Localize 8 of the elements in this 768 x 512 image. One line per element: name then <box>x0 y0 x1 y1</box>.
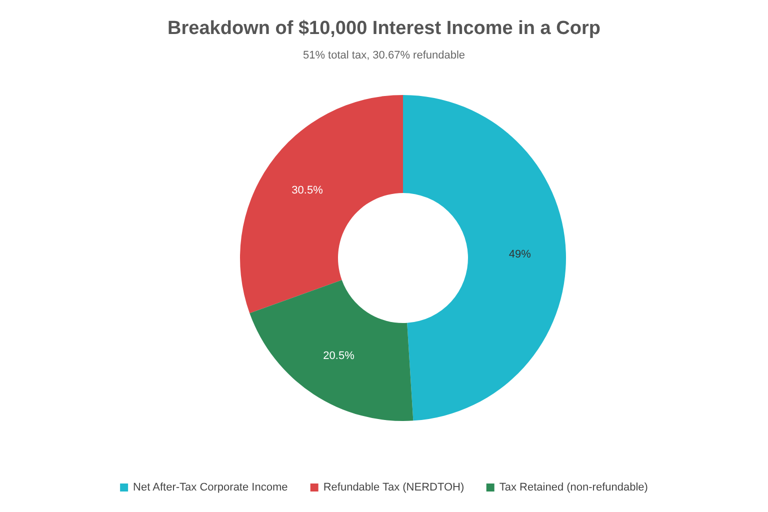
data-label: 49% <box>508 248 532 260</box>
data-label: 30.5% <box>292 184 324 197</box>
chart-title: Breakdown of $10,000 Interest Income in a Corp <box>168 18 600 39</box>
legend-label: Tax Retained (non-refundable) <box>499 482 648 494</box>
legend-label: Refundable Tax (NERDTOH) <box>323 482 464 494</box>
data-label: 20.5% <box>323 350 355 362</box>
chart-subtitle: 51% total tax, 30.67% refundable <box>302 50 466 62</box>
legend-label: Net After-Tax Corporate Income <box>133 482 288 494</box>
